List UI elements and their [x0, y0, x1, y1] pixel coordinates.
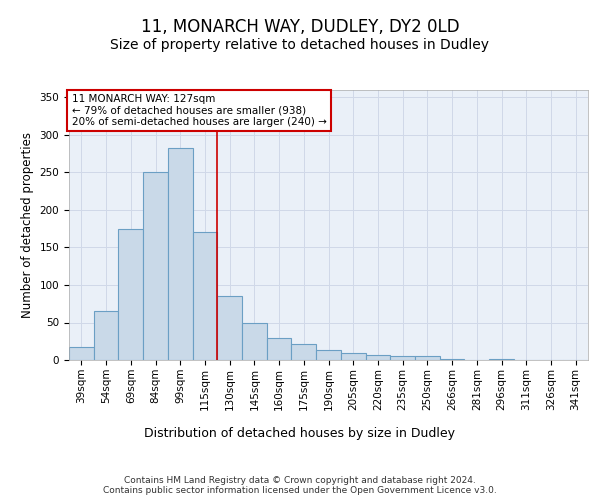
Bar [168, 148, 193, 360]
Text: 11 MONARCH WAY: 127sqm
← 79% of detached houses are smaller (938)
20% of semi-de: 11 MONARCH WAY: 127sqm ← 79% of detached… [71, 94, 326, 127]
Bar [489, 358, 514, 360]
Bar [267, 338, 292, 360]
Bar [94, 311, 118, 360]
Bar [365, 355, 390, 360]
Bar [217, 296, 242, 360]
Bar [341, 352, 365, 360]
Bar [118, 229, 143, 360]
Bar [242, 322, 267, 360]
Text: Size of property relative to detached houses in Dudley: Size of property relative to detached ho… [110, 38, 490, 52]
Bar [292, 344, 316, 360]
Text: 11, MONARCH WAY, DUDLEY, DY2 0LD: 11, MONARCH WAY, DUDLEY, DY2 0LD [140, 18, 460, 36]
Text: Distribution of detached houses by size in Dudley: Distribution of detached houses by size … [145, 428, 455, 440]
Bar [69, 346, 94, 360]
Text: Contains HM Land Registry data © Crown copyright and database right 2024.
Contai: Contains HM Land Registry data © Crown c… [103, 476, 497, 495]
Bar [143, 172, 168, 360]
Bar [193, 232, 217, 360]
Bar [316, 350, 341, 360]
Bar [440, 358, 464, 360]
Bar [415, 356, 440, 360]
Bar [390, 356, 415, 360]
Y-axis label: Number of detached properties: Number of detached properties [21, 132, 34, 318]
